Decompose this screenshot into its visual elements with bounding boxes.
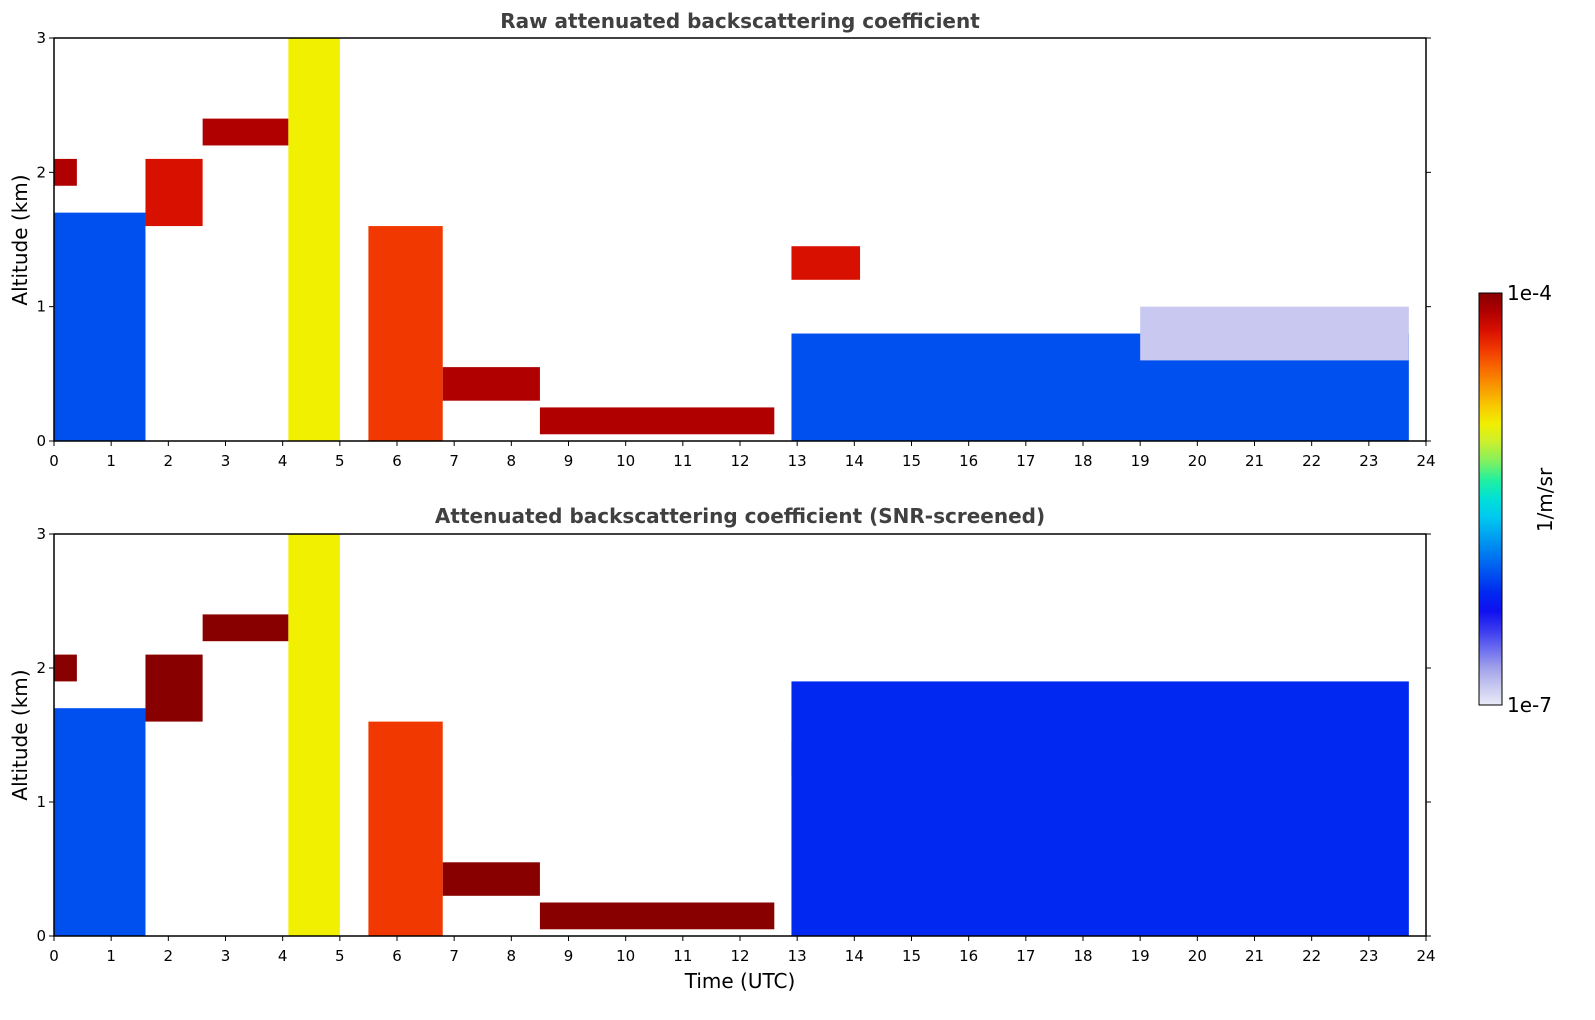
y-tick-label: 2 [36, 163, 46, 181]
x-tick-label: 10 [616, 947, 635, 965]
heatmap-layer [54, 212, 146, 441]
heatmap-layer [442, 862, 540, 896]
x-tick-label: 4 [278, 452, 288, 470]
x-tick-label: 24 [1416, 947, 1435, 965]
snr-screened-panel: Attenuated backscattering coefficient (S… [8, 504, 1436, 993]
x-tick-label: 1 [106, 947, 116, 965]
heatmap-layer [539, 902, 775, 930]
heatmap-layer [791, 681, 1409, 936]
colorbar-gradient-bar [1478, 292, 1503, 706]
y-tick-label: 3 [36, 29, 46, 47]
x-tick-label: 15 [902, 947, 921, 965]
x-tick-label: 20 [1188, 947, 1207, 965]
x-tick-label: 22 [1302, 452, 1321, 470]
heatmap-layer [539, 407, 775, 435]
panel-title: Attenuated backscattering coefficient (S… [435, 504, 1045, 528]
x-tick-label: 18 [1073, 452, 1092, 470]
heatmap-layer [368, 226, 443, 441]
heatmap-layer [288, 38, 340, 441]
x-axis-label: Time (UTC) [684, 969, 796, 993]
y-axis-ticks: 0 1 2 3 [36, 525, 1431, 945]
colorbar: 1e-4 1e-7 1/m/sr [1478, 281, 1557, 717]
x-tick-label: 12 [730, 947, 749, 965]
panel-title: Raw attenuated backscattering coefficien… [500, 9, 980, 33]
x-tick-label: 11 [673, 452, 692, 470]
colorbar-min-label: 1e-7 [1507, 693, 1552, 717]
x-tick-label: 18 [1073, 947, 1092, 965]
x-tick-label: 17 [1016, 947, 1035, 965]
y-axis-ticks: 0 1 2 3 [36, 29, 1431, 450]
x-tick-label: 6 [392, 452, 402, 470]
heatmap-layer [145, 158, 203, 227]
x-tick-label: 2 [164, 947, 174, 965]
x-tick-label: 5 [335, 452, 345, 470]
x-tick-label: 17 [1016, 452, 1035, 470]
x-tick-label: 21 [1245, 947, 1264, 965]
x-tick-label: 2 [164, 452, 174, 470]
x-tick-label: 9 [564, 947, 574, 965]
heatmap-layer [288, 534, 340, 936]
y-tick-label: 1 [36, 793, 46, 811]
x-tick-label: 14 [845, 452, 864, 470]
x-tick-label: 23 [1359, 452, 1378, 470]
x-axis-ticks: 0 1 2 3 4 5 6 7 8 9 10 11 12 13 14 15 16 17 18 19 20 21 22 23 24 [49, 441, 1436, 470]
heatmap-layer [791, 246, 861, 280]
x-tick-label: 7 [449, 452, 459, 470]
heatmap-layer [368, 721, 443, 936]
y-tick-label: 0 [36, 432, 46, 450]
heatmap-layer [54, 708, 146, 936]
x-tick-label: 0 [49, 947, 59, 965]
x-tick-label: 10 [616, 452, 635, 470]
x-tick-label: 21 [1245, 452, 1264, 470]
x-axis-ticks: 0 1 2 3 4 5 6 7 8 9 10 11 12 13 14 15 16 17 18 19 20 21 22 23 24 [49, 936, 1436, 965]
x-tick-label: 8 [507, 452, 517, 470]
x-tick-label: 20 [1188, 452, 1207, 470]
x-tick-label: 0 [49, 452, 59, 470]
y-tick-label: 3 [36, 525, 46, 543]
y-tick-label: 0 [36, 927, 46, 945]
x-tick-label: 3 [221, 452, 231, 470]
y-tick-label: 2 [36, 659, 46, 677]
colorbar-max-label: 1e-4 [1507, 281, 1552, 305]
x-tick-label: 19 [1131, 452, 1150, 470]
heatmap-layer [54, 654, 77, 682]
y-tick-label: 1 [36, 298, 46, 316]
heatmap-layer [442, 367, 540, 401]
x-tick-label: 16 [959, 947, 978, 965]
x-tick-label: 24 [1416, 452, 1435, 470]
heatmap-layer [145, 654, 203, 722]
x-tick-label: 12 [730, 452, 749, 470]
x-tick-label: 9 [564, 452, 574, 470]
x-tick-label: 23 [1359, 947, 1378, 965]
y-axis-label: Altitude (km) [8, 669, 32, 800]
heatmap-layer [1140, 306, 1409, 361]
x-tick-label: 16 [959, 452, 978, 470]
heatmap-layer [54, 158, 77, 186]
x-tick-label: 22 [1302, 947, 1321, 965]
heatmap-layer [202, 118, 289, 146]
heatmap-area [54, 534, 1409, 936]
x-tick-label: 11 [673, 947, 692, 965]
heatmap-area [54, 38, 1409, 441]
heatmap-layer [202, 614, 289, 642]
x-tick-label: 13 [788, 947, 807, 965]
colorbar-unit-label: 1/m/sr [1533, 467, 1557, 532]
x-tick-label: 1 [106, 452, 116, 470]
x-tick-label: 19 [1131, 947, 1150, 965]
raw-backscatter-panel: Raw attenuated backscattering coefficien… [8, 9, 1436, 470]
x-tick-label: 7 [449, 947, 459, 965]
x-tick-label: 13 [788, 452, 807, 470]
x-tick-label: 15 [902, 452, 921, 470]
x-tick-label: 4 [278, 947, 288, 965]
y-axis-label: Altitude (km) [8, 174, 32, 305]
x-tick-label: 14 [845, 947, 864, 965]
x-tick-label: 3 [221, 947, 231, 965]
x-tick-label: 6 [392, 947, 402, 965]
x-tick-label: 5 [335, 947, 345, 965]
x-tick-label: 8 [507, 947, 517, 965]
